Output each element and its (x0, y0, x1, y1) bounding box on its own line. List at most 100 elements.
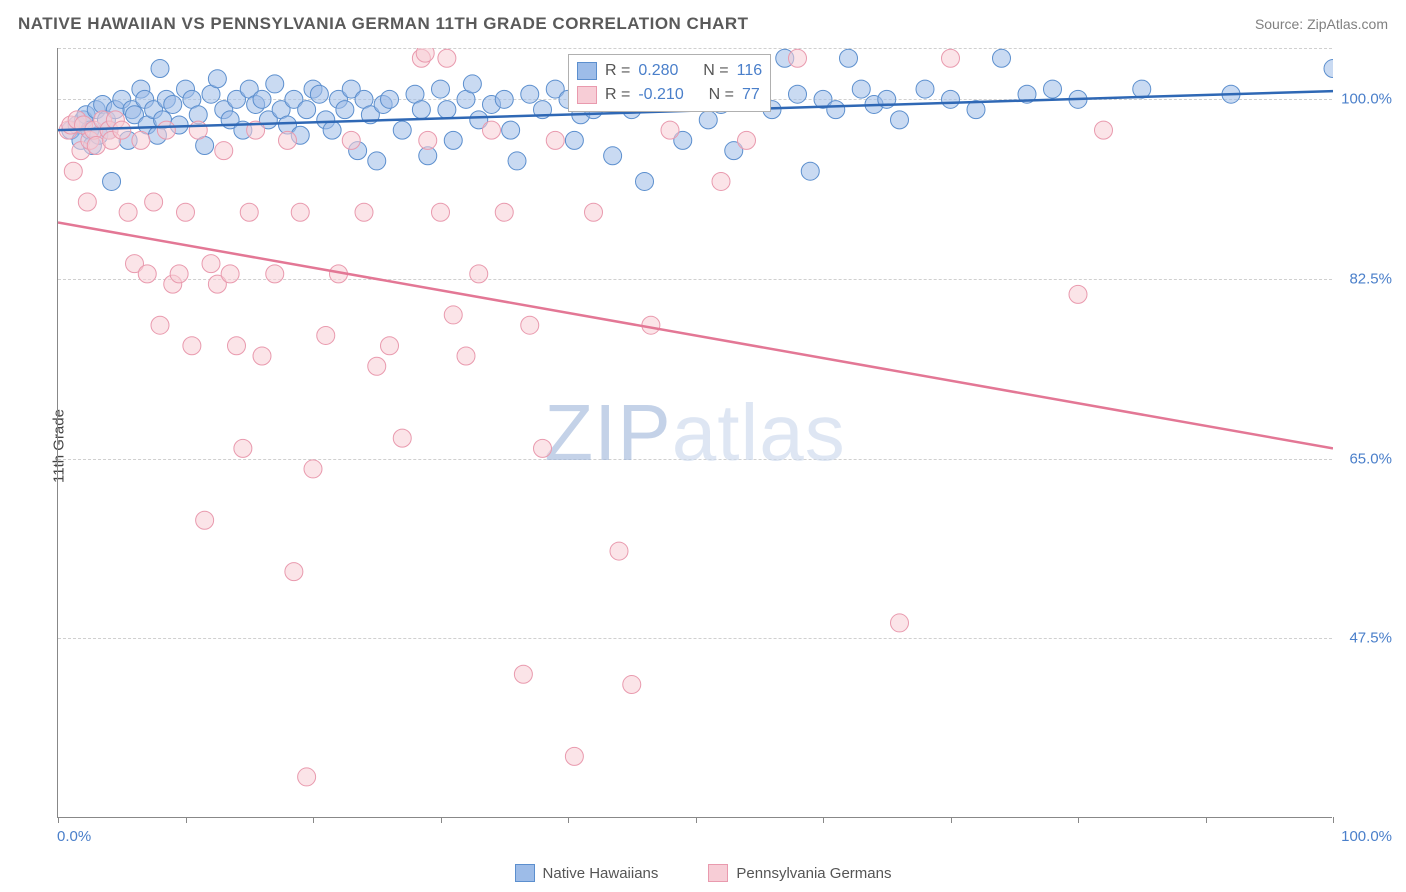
data-point (521, 316, 539, 334)
data-point (164, 95, 182, 113)
data-point (636, 172, 654, 190)
data-point (151, 316, 169, 334)
data-point (189, 121, 207, 139)
data-point (827, 101, 845, 119)
data-point (393, 429, 411, 447)
data-point (565, 131, 583, 149)
data-point (502, 121, 520, 139)
legend-label-series2: Pennsylvania Germans (736, 865, 891, 882)
data-point (416, 48, 434, 62)
data-point (64, 162, 82, 180)
y-tick-label: 82.5% (1349, 271, 1392, 288)
data-point (1133, 80, 1151, 98)
data-point (202, 255, 220, 273)
data-point (463, 75, 481, 93)
data-point (521, 85, 539, 103)
n-value-series2: 77 (742, 83, 760, 107)
y-tick-label: 47.5% (1349, 630, 1392, 647)
data-point (789, 49, 807, 67)
data-point (78, 193, 96, 211)
data-point (993, 49, 1011, 67)
data-point (393, 121, 411, 139)
data-point (432, 203, 450, 221)
data-point (444, 306, 462, 324)
data-point (412, 101, 430, 119)
data-point (623, 676, 641, 694)
correlation-stats-box: R = 0.280 N = 116 R = -0.210 N = 77 (568, 54, 771, 112)
data-point (419, 131, 437, 149)
data-point (323, 121, 341, 139)
data-point (483, 121, 501, 139)
data-point (221, 265, 239, 283)
data-point (310, 85, 328, 103)
data-point (801, 162, 819, 180)
data-point (585, 203, 603, 221)
data-point (103, 172, 121, 190)
data-point (119, 203, 137, 221)
legend-swatch-series2 (708, 864, 728, 882)
data-point (368, 357, 386, 375)
data-point (279, 131, 297, 149)
data-point (1095, 121, 1113, 139)
data-point (916, 80, 934, 98)
y-tick-label: 65.0% (1349, 450, 1392, 467)
data-point (381, 90, 399, 108)
r-label: R = (605, 83, 630, 107)
legend-item-series2: Pennsylvania Germans (708, 864, 891, 882)
data-point (508, 152, 526, 170)
data-point (336, 101, 354, 119)
data-point (215, 142, 233, 160)
data-point (266, 265, 284, 283)
data-point (253, 90, 271, 108)
data-point (1044, 80, 1062, 98)
data-point (514, 665, 532, 683)
plot-area: 47.5%65.0%82.5%100.0% ZIPatlas R = 0.280… (57, 48, 1332, 818)
data-point (196, 511, 214, 529)
data-point (534, 439, 552, 457)
data-point (1069, 285, 1087, 303)
data-point (789, 85, 807, 103)
data-point (438, 49, 456, 67)
data-point (253, 347, 271, 365)
data-point (661, 121, 679, 139)
chart-title: NATIVE HAWAIIAN VS PENNSYLVANIA GERMAN 1… (18, 14, 749, 34)
data-point (355, 203, 373, 221)
data-point (317, 326, 335, 344)
scatter-plot-svg (58, 48, 1333, 818)
data-point (852, 80, 870, 98)
data-point (113, 121, 131, 139)
data-point (291, 203, 309, 221)
stats-row-series1: R = 0.280 N = 116 (577, 59, 762, 83)
legend-label-series1: Native Hawaiians (543, 865, 659, 882)
data-point (891, 111, 909, 129)
legend: Native Hawaiians Pennsylvania Germans (0, 864, 1406, 882)
data-point (183, 337, 201, 355)
data-point (240, 203, 258, 221)
data-point (138, 265, 156, 283)
data-point (304, 460, 322, 478)
data-point (266, 75, 284, 93)
r-value-series2: -0.210 (638, 83, 683, 107)
n-label: N = (709, 83, 734, 107)
data-point (1324, 60, 1333, 78)
data-point (738, 131, 756, 149)
data-point (942, 49, 960, 67)
data-point (151, 60, 169, 78)
stats-swatch-series1 (577, 62, 597, 80)
data-point (298, 101, 316, 119)
trend-line (58, 223, 1333, 449)
legend-item-series1: Native Hawaiians (515, 864, 659, 882)
data-point (604, 147, 622, 165)
y-tick-label: 100.0% (1341, 91, 1392, 108)
stats-swatch-series2 (577, 86, 597, 104)
data-point (228, 337, 246, 355)
data-point (495, 203, 513, 221)
data-point (470, 265, 488, 283)
data-point (381, 337, 399, 355)
r-value-series1: 0.280 (638, 59, 678, 83)
source-attribution: Source: ZipAtlas.com (1255, 16, 1388, 32)
data-point (840, 49, 858, 67)
data-point (368, 152, 386, 170)
data-point (444, 131, 462, 149)
r-label: R = (605, 59, 630, 83)
